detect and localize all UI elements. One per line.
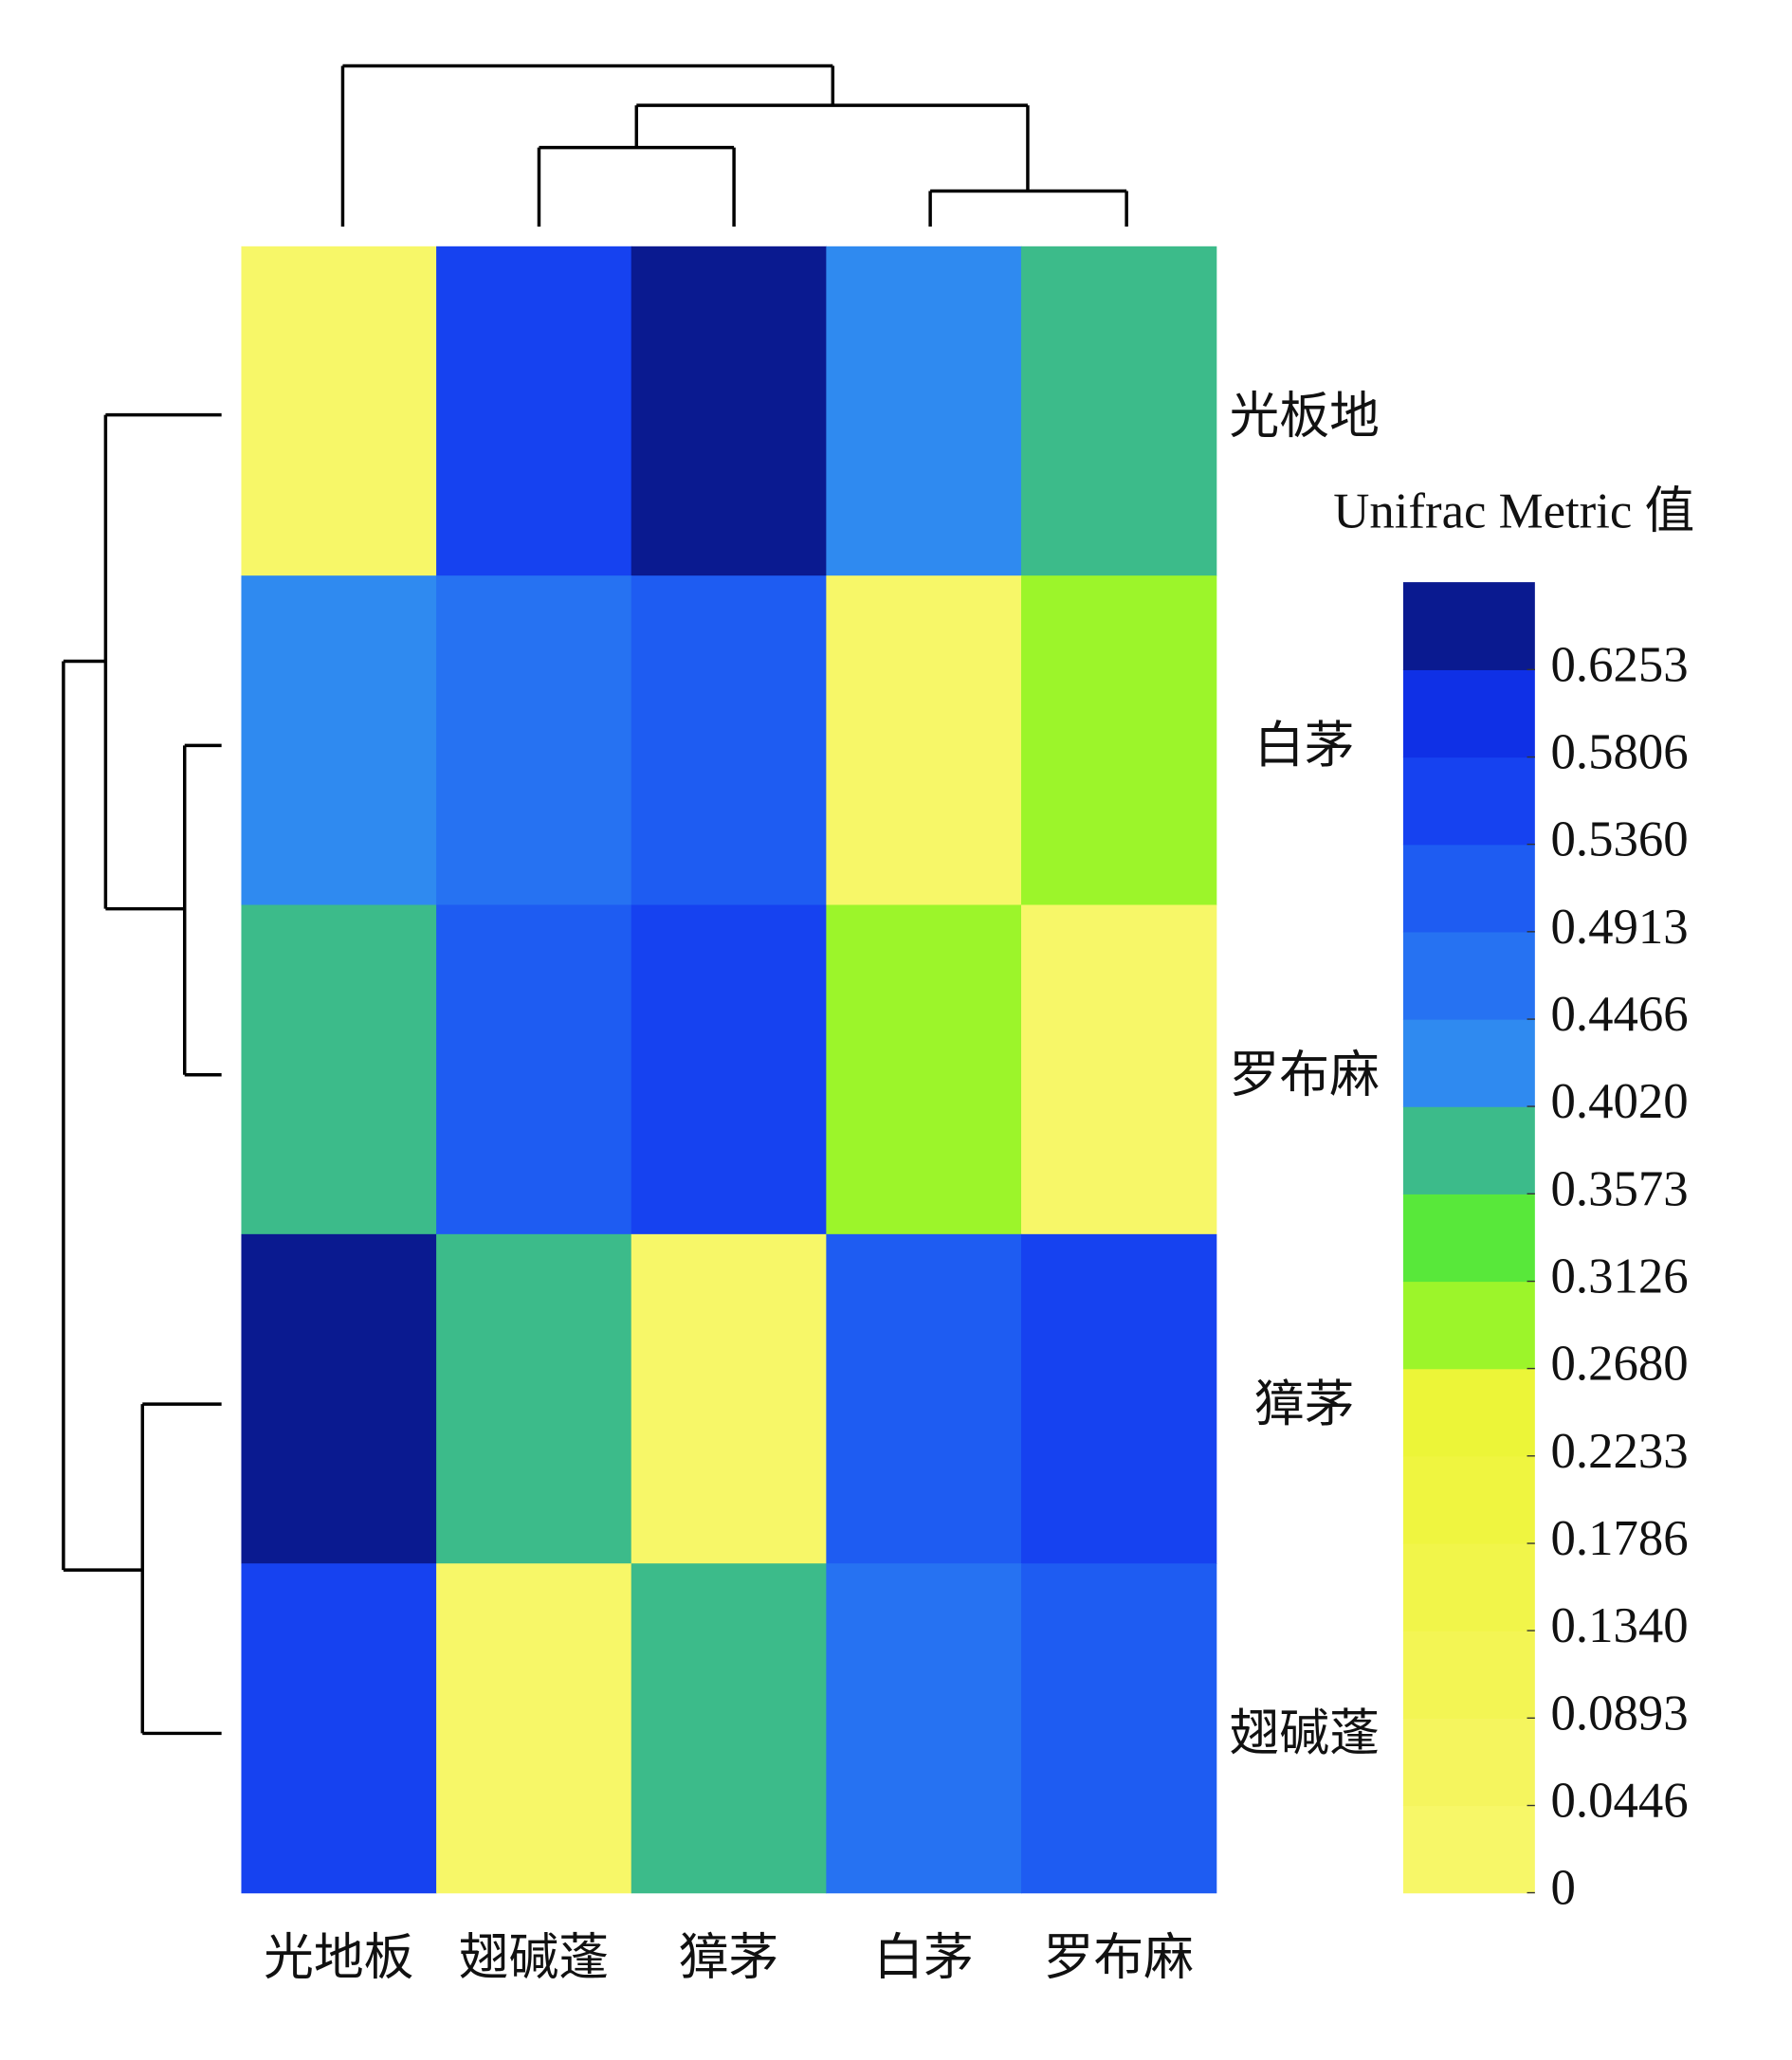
- colorbar-band: [1402, 1106, 1535, 1194]
- colorbar-tick-label: 0.4913: [1551, 900, 1689, 955]
- heatmap-cell: [826, 1563, 1022, 1894]
- heatmap-cell: [436, 246, 632, 576]
- heatmap-cell: [1020, 1563, 1217, 1894]
- colorbar-tick-label: 0.1340: [1551, 1598, 1689, 1653]
- x-tick-label: 光地板: [264, 1930, 413, 1985]
- heatmap-cell: [631, 904, 828, 1235]
- heatmap-cell: [826, 1233, 1022, 1564]
- colorbar-band: [1402, 1805, 1535, 1894]
- colorbar-tick-label: 0.1786: [1551, 1511, 1689, 1566]
- heatmap-cell: [826, 904, 1022, 1235]
- colorbar-band: [1402, 1542, 1535, 1632]
- y-tick-label: 獐茅: [1254, 1377, 1355, 1432]
- colorbar-tick-label: 0.0893: [1551, 1686, 1689, 1741]
- column-dendrogram: [340, 64, 1128, 227]
- colorbar-band: [1402, 669, 1535, 758]
- colorbar-tick-label: 0.4020: [1551, 1074, 1689, 1129]
- heatmap-cell: [1020, 1233, 1217, 1564]
- heatmap-cell: [826, 575, 1022, 906]
- y-tick-label: 罗布麻: [1230, 1048, 1380, 1103]
- x-tick-label: 翅碱蓬: [459, 1930, 609, 1985]
- colorbar-tick-label: 0.2680: [1551, 1337, 1689, 1392]
- colorbar-tick-label: 0: [1551, 1861, 1576, 1916]
- x-tick-label: 白茅: [873, 1930, 974, 1985]
- colorbar-band: [1402, 1281, 1535, 1370]
- heatmap-cell: [241, 575, 437, 906]
- colorbar-band: [1402, 1718, 1535, 1807]
- colorbar-tick-label: 0.2233: [1551, 1424, 1689, 1479]
- heatmap-cell: [241, 246, 437, 576]
- colorbar-tick-label: 0.0446: [1551, 1774, 1689, 1829]
- colorbar-tick-label: 0.6253: [1551, 637, 1689, 692]
- colorbar-title: Unifrac Metric 值: [1333, 484, 1694, 539]
- y-tick-label: 翅碱蓬: [1230, 1706, 1380, 1761]
- colorbar-band: [1402, 1631, 1535, 1719]
- heatmap-cell: [1020, 575, 1217, 906]
- colorbar-tick-label: 0.4466: [1551, 987, 1689, 1042]
- colorbar-tick-label: 0.5360: [1551, 812, 1689, 867]
- y-tick-label: 白茅: [1254, 719, 1355, 774]
- heatmap-cell: [436, 1563, 632, 1894]
- heatmap-cell: [1020, 904, 1217, 1235]
- x-tick-label: 罗布麻: [1044, 1930, 1194, 1985]
- row-dendrogram: [62, 412, 222, 1736]
- colorbar-band: [1402, 1194, 1535, 1283]
- heatmap-cell: [241, 904, 437, 1235]
- heatmap-cell: [436, 575, 632, 906]
- heatmap-cell: [631, 246, 828, 576]
- colorbar-band: [1402, 931, 1535, 1020]
- heatmap-cell: [631, 575, 828, 906]
- heatmap-cell: [436, 904, 632, 1235]
- colorbar-tick-label: 0.5806: [1551, 725, 1689, 780]
- y-tick-label: 光板地: [1230, 390, 1380, 445]
- colorbar-band: [1402, 757, 1535, 846]
- heatmap-cell: [436, 1233, 632, 1564]
- colorbar-band: [1402, 582, 1535, 670]
- colorbar-band: [1402, 1368, 1535, 1457]
- heatmap-cell: [631, 1563, 828, 1894]
- colorbar-band: [1402, 1018, 1535, 1107]
- colorbar-tick-label: 0.3126: [1551, 1249, 1689, 1304]
- heatmap-cell: [826, 246, 1022, 576]
- heatmap-cell: [241, 1233, 437, 1564]
- heatmap-cell: [1020, 246, 1217, 576]
- heatmap-cell: [631, 1233, 828, 1564]
- heatmap-cell: [241, 1563, 437, 1894]
- x-tick-label: 獐茅: [679, 1930, 779, 1985]
- colorbar-tick-label: 0.3573: [1551, 1161, 1689, 1216]
- colorbar-band: [1402, 1455, 1535, 1544]
- colorbar-band: [1402, 844, 1535, 933]
